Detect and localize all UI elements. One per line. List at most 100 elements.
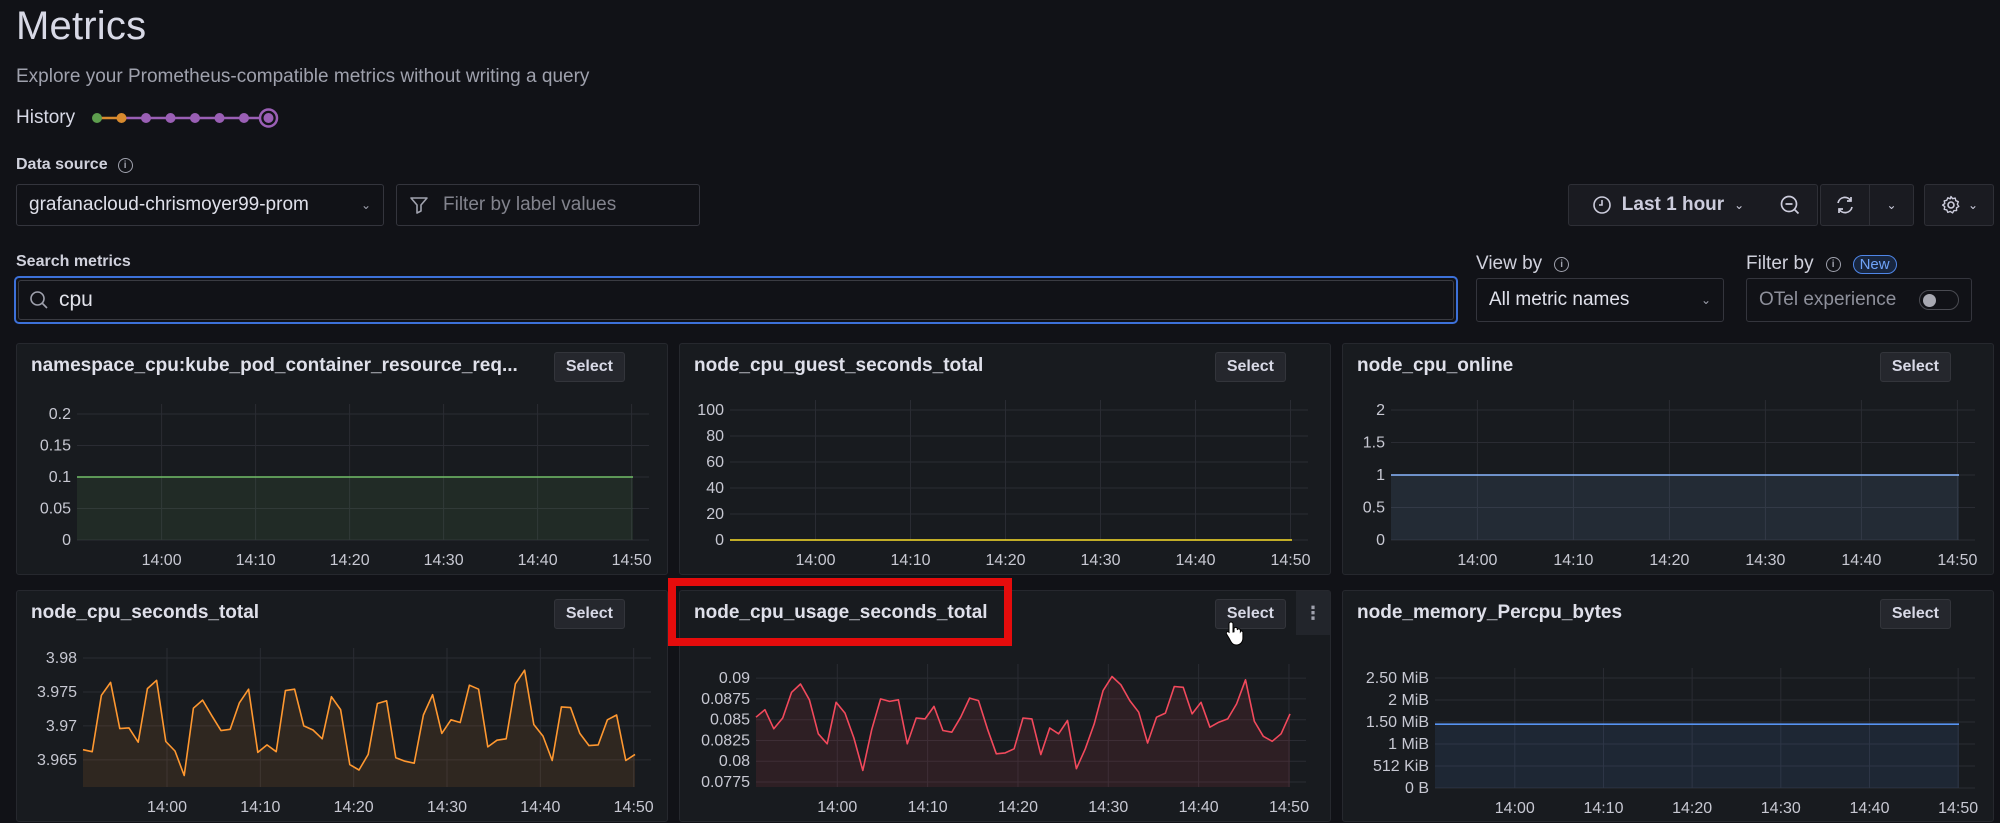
metric-chart[interactable]: 0 0.5 1 1.5 2 14:00 14:10 14:20 14:30 14:40 14:50: [1343, 344, 1995, 576]
svg-text:3.965: 3.965: [37, 752, 77, 769]
svg-text:14:50: 14:50: [614, 799, 654, 816]
refresh-group: ⌄: [1820, 184, 1914, 226]
svg-text:2.50 MiB: 2.50 MiB: [1366, 670, 1429, 687]
select-button[interactable]: Select: [553, 599, 625, 629]
zoom-out-button[interactable]: [1762, 185, 1817, 225]
svg-text:0 B: 0 B: [1405, 780, 1429, 797]
select-button[interactable]: Select: [1214, 352, 1286, 382]
svg-text:0.05: 0.05: [40, 501, 71, 518]
history-label: History: [16, 107, 76, 128]
svg-text:0.15: 0.15: [40, 438, 71, 455]
metric-chart[interactable]: 0 0.05 0.1 0.15 0.2 14:00 14:10 14:20 14:30 14:40…: [17, 344, 669, 576]
svg-text:14:20: 14:20: [330, 552, 370, 569]
select-button[interactable]: Select: [1879, 599, 1951, 629]
time-range-picker[interactable]: Last 1 hour ⌄: [1569, 185, 1767, 225]
panel-title: node_memory_Percpu_bytes: [1357, 602, 1623, 623]
metric-chart[interactable]: 0 20 40 60 80 100 14:00 14:10 14:20 14:30 14:40 14:…: [680, 344, 1332, 576]
svg-text:14:10: 14:10: [1583, 800, 1623, 817]
panel-title: node_cpu_guest_seconds_total: [694, 355, 984, 376]
svg-text:14:40: 14:40: [1175, 552, 1215, 569]
filter-icon: [410, 197, 428, 214]
svg-text:14:30: 14:30: [1745, 552, 1785, 569]
svg-text:20: 20: [706, 506, 724, 523]
view-by-label: View by i: [1476, 253, 1570, 275]
refresh-icon: [1837, 196, 1853, 214]
svg-text:14:00: 14:00: [1457, 552, 1497, 569]
select-button[interactable]: Select: [553, 352, 625, 382]
svg-text:0.0875: 0.0875: [701, 691, 750, 708]
filter-by-label: Filter by i New: [1746, 253, 1897, 275]
svg-text:1.5: 1.5: [1363, 435, 1385, 452]
settings-group: ⌄: [1924, 184, 1994, 226]
svg-text:14:20: 14:20: [1649, 552, 1689, 569]
label-filter-input[interactable]: Filter by label values: [396, 184, 700, 226]
svg-text:14:20: 14:20: [1672, 800, 1712, 817]
search-metrics-field[interactable]: cpu: [14, 276, 1458, 324]
svg-text:3.97: 3.97: [46, 718, 77, 735]
chevron-down-icon: ⌄: [1734, 198, 1745, 212]
metric-chart[interactable]: 3.965 3.97 3.975 3.98 14:00 14:10 14:20 14:30 14…: [17, 591, 669, 823]
svg-text:1 MiB: 1 MiB: [1388, 736, 1429, 753]
svg-text:3.98: 3.98: [46, 650, 77, 667]
view-by-select[interactable]: All metric names ⌄: [1476, 278, 1724, 322]
page-subtitle: Explore your Prometheus-compatible metri…: [16, 66, 590, 87]
data-source-label: Data source i: [16, 156, 133, 174]
svg-text:0: 0: [715, 532, 724, 549]
svg-text:0.09: 0.09: [719, 670, 750, 687]
svg-text:14:00: 14:00: [795, 552, 835, 569]
svg-text:14:30: 14:30: [427, 799, 467, 816]
otel-toggle[interactable]: [1919, 290, 1959, 310]
metric-panel: 0 0.05 0.1 0.15 0.2 14:00 14:10 14:20 14:30 14:40…: [16, 343, 668, 575]
svg-text:0.0825: 0.0825: [701, 732, 750, 749]
info-icon[interactable]: i: [1825, 256, 1841, 272]
svg-text:14:30: 14:30: [1088, 799, 1128, 816]
svg-text:0.08: 0.08: [719, 753, 750, 770]
clock-icon: [1592, 196, 1611, 214]
metric-panel: 0 0.5 1 1.5 2 14:00 14:10 14:20 14:30 14:40 14:50 …: [1342, 343, 1994, 575]
info-icon[interactable]: i: [117, 157, 133, 173]
metric-chart[interactable]: 0 B 512 KiB 1 MiB 1.50 MiB 2 MiB 2.50 MiB 14:0…: [1343, 591, 1995, 823]
svg-text:14:10: 14:10: [1553, 552, 1593, 569]
svg-text:1: 1: [1376, 467, 1385, 484]
zoom-out-icon: [1780, 195, 1799, 215]
info-icon[interactable]: i: [1554, 256, 1570, 272]
svg-text:14:10: 14:10: [236, 552, 276, 569]
svg-text:14:00: 14:00: [142, 552, 182, 569]
svg-text:14:50: 14:50: [1938, 800, 1978, 817]
svg-text:100: 100: [697, 402, 724, 419]
svg-text:14:40: 14:40: [1849, 800, 1889, 817]
otel-experience-control: OTel experience: [1746, 278, 1972, 322]
panel-menu-button[interactable]: ⋮: [1296, 591, 1330, 635]
svg-text:0.5: 0.5: [1363, 500, 1385, 517]
svg-text:60: 60: [706, 454, 724, 471]
refresh-interval-dropdown[interactable]: ⌄: [1869, 185, 1913, 225]
refresh-button[interactable]: [1821, 185, 1869, 225]
svg-text:14:20: 14:20: [985, 552, 1025, 569]
data-source-select[interactable]: grafanacloud-chrismoyer99-prom ⌄: [16, 184, 384, 226]
svg-text:14:30: 14:30: [1080, 552, 1120, 569]
page-title: Metrics: [16, 4, 147, 48]
settings-button[interactable]: ⌄: [1925, 185, 1993, 225]
panel-title: namespace_cpu:kube_pod_container_resourc…: [31, 355, 518, 376]
svg-text:14:10: 14:10: [240, 799, 280, 816]
search-input[interactable]: cpu: [59, 288, 93, 311]
svg-text:0.1: 0.1: [49, 469, 71, 486]
metric-chart[interactable]: 0.0775 0.08 0.0825 0.085 0.0875 0.09 14:00 14:1…: [680, 591, 1332, 823]
svg-text:14:40: 14:40: [1179, 799, 1219, 816]
svg-text:80: 80: [706, 428, 724, 445]
history-steps[interactable]: [89, 105, 289, 131]
select-button[interactable]: Select: [1879, 352, 1951, 382]
svg-text:14:00: 14:00: [1495, 800, 1535, 817]
svg-text:0: 0: [1376, 532, 1385, 549]
svg-text:1.50 MiB: 1.50 MiB: [1366, 714, 1429, 731]
history-trail: History: [16, 105, 289, 131]
svg-text:14:50: 14:50: [1270, 552, 1310, 569]
panel-title: node_cpu_online: [1357, 355, 1514, 376]
svg-text:14:00: 14:00: [147, 799, 187, 816]
panel-title: node_cpu_seconds_total: [31, 602, 260, 623]
svg-text:0.0775: 0.0775: [701, 774, 750, 791]
hand-cursor-icon: [1226, 621, 1244, 646]
svg-text:512 KiB: 512 KiB: [1373, 758, 1429, 775]
search-metrics-label: Search metrics: [16, 253, 131, 270]
select-button[interactable]: Select: [1214, 599, 1286, 629]
